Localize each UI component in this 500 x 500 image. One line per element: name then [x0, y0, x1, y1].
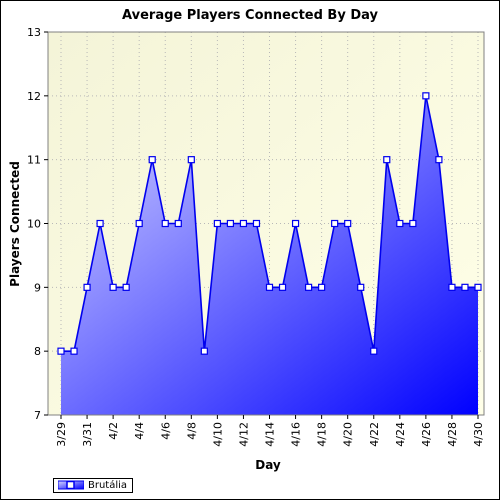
data-point	[252, 219, 261, 228]
x-tick-label: 4/26	[420, 422, 433, 447]
data-point	[318, 283, 326, 291]
x-tick-label: 4/6	[159, 422, 172, 440]
data-point	[239, 219, 248, 228]
data-point	[161, 219, 169, 228]
x-tick-label: 3/31	[81, 422, 94, 447]
x-tick-label: 4/14	[264, 422, 277, 447]
x-tick-label: 4/18	[316, 422, 329, 447]
data-point	[135, 219, 143, 228]
data-point	[278, 283, 287, 291]
data-point	[435, 156, 443, 164]
y-tick-label: 8	[34, 345, 41, 358]
data-point	[70, 347, 78, 355]
y-tick-label: 7	[34, 409, 41, 422]
x-tick-label: 4/2	[107, 422, 120, 440]
data-point	[213, 219, 221, 228]
x-tick-label: 4/22	[368, 422, 381, 447]
y-axis-label: Players Connected	[8, 161, 22, 287]
x-tick-label: 3/29	[55, 422, 68, 447]
y-tick-label: 13	[27, 26, 41, 39]
data-point	[448, 283, 456, 291]
data-point	[344, 219, 352, 228]
data-point	[461, 283, 469, 291]
data-point	[226, 219, 235, 228]
y-tick-label: 12	[27, 90, 41, 103]
x-tick-label: 4/16	[290, 422, 303, 447]
data-point	[109, 283, 117, 291]
data-point	[83, 283, 91, 291]
data-point	[357, 283, 365, 291]
data-point	[265, 283, 274, 291]
data-point	[200, 347, 208, 355]
data-point	[187, 156, 195, 164]
legend: Brutália	[53, 478, 133, 493]
x-tick-label: 4/10	[211, 422, 224, 447]
data-point	[304, 283, 313, 291]
data-point	[148, 156, 156, 164]
x-tick-label: 4/8	[185, 422, 198, 440]
data-point	[331, 219, 339, 228]
data-point	[383, 156, 391, 164]
data-point	[291, 219, 300, 228]
data-point	[409, 219, 417, 228]
data-point	[370, 347, 378, 355]
data-point	[474, 283, 482, 291]
x-tick-label: 4/4	[133, 422, 146, 440]
data-point	[96, 219, 104, 228]
series-area	[61, 95, 478, 415]
data-point	[174, 219, 182, 228]
data-point	[396, 219, 404, 228]
y-tick-label: 10	[27, 218, 41, 231]
data-point	[57, 347, 65, 355]
data-point	[422, 92, 430, 100]
chart-title: Average Players Connected By Day	[122, 8, 378, 23]
legend-swatch	[58, 480, 84, 490]
x-tick-label: 4/20	[342, 422, 355, 447]
y-tick-label: 11	[27, 154, 41, 167]
x-axis-label: Day	[255, 458, 281, 472]
x-tick-label: 4/24	[394, 422, 407, 447]
legend-label: Brutália	[88, 480, 128, 491]
x-tick-label: 4/30	[472, 422, 485, 447]
x-tick-label: 4/12	[237, 422, 250, 447]
y-tick-label: 9	[34, 281, 41, 294]
x-tick-label: 4/28	[446, 422, 459, 447]
data-point	[122, 283, 130, 291]
